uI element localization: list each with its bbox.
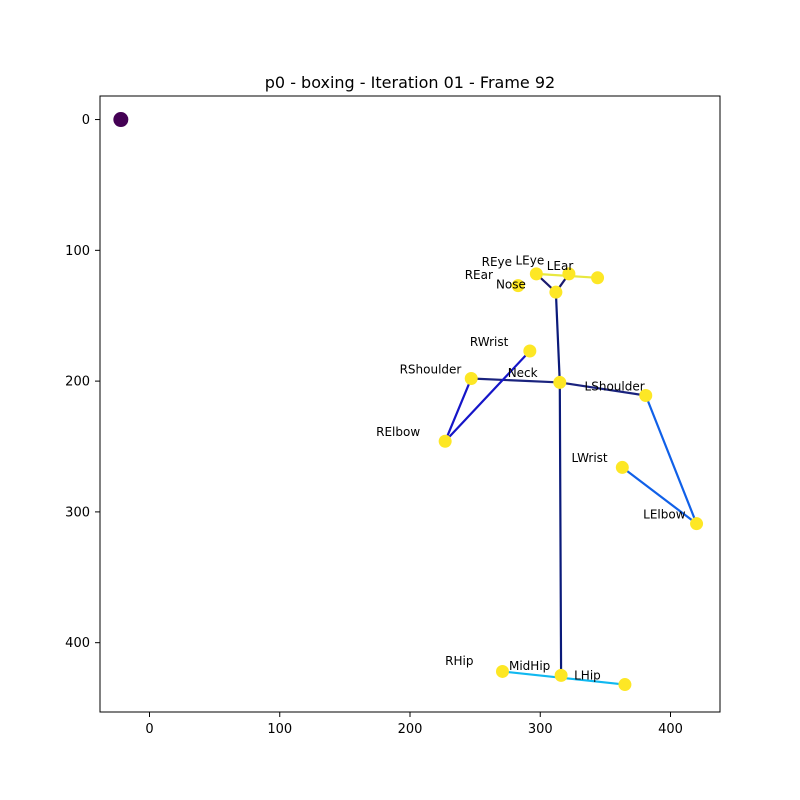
- bone-lelbow-lwrist: [621, 466, 698, 525]
- label-nose: Nose: [496, 277, 526, 291]
- bone-nose-neck: [554, 291, 561, 384]
- keypoint-lwrist: [615, 460, 629, 474]
- keypoint-rear: [511, 279, 525, 293]
- chart-title: p0 - boxing - Iteration 01 - Frame 92: [265, 73, 555, 92]
- y-tick-label: 200: [65, 375, 90, 390]
- label-leye: LEye: [516, 254, 545, 268]
- label-midhip: MidHip: [509, 659, 550, 673]
- x-tick-label: 0: [145, 722, 153, 737]
- keypoint-rhip: [495, 664, 509, 678]
- label-neck: Neck: [508, 366, 538, 380]
- x-tick-label: 400: [658, 722, 683, 737]
- keypoint-relbow: [438, 434, 452, 448]
- keypoint-neck: [553, 375, 567, 389]
- y-tick-label: 300: [65, 505, 90, 520]
- bone-rshoulder-neck: [470, 377, 561, 384]
- keypoint-lelbow: [690, 517, 704, 531]
- keypoint-lear: [591, 271, 605, 285]
- bone-lshoulder-lelbow: [644, 394, 698, 525]
- x-axis-ticks: 0 100 200 300 400: [145, 712, 683, 737]
- keypoint-leye: [529, 267, 543, 281]
- keypoint-lshoulder: [639, 388, 653, 402]
- keypoint-reye: [562, 267, 576, 281]
- label-lelbow: LElbow: [643, 507, 686, 521]
- label-rwrist: RWrist: [470, 335, 509, 349]
- y-axis-ticks: 0 100 200 300 400: [65, 113, 100, 651]
- label-lear: LEar: [547, 259, 574, 273]
- bone-relbow-rwrist: [444, 349, 531, 443]
- label-relbow: RElbow: [376, 425, 420, 439]
- label-lwrist: LWrist: [572, 451, 608, 465]
- y-tick-label: 100: [65, 244, 90, 259]
- label-lhip: LHip: [574, 668, 601, 682]
- label-rear: REar: [465, 268, 493, 282]
- reference-point: [113, 112, 129, 128]
- label-rshoulder: RShoulder: [400, 362, 462, 376]
- bone-neck-lshoulder: [558, 381, 647, 397]
- keypoint-nose: [549, 285, 563, 299]
- x-tick-label: 300: [528, 722, 553, 737]
- bone-neck-midhip: [558, 381, 563, 677]
- x-tick-label: 100: [267, 722, 292, 737]
- keypoint-rshoulder: [464, 371, 478, 385]
- x-tick-label: 200: [398, 722, 423, 737]
- keypoint-rwrist: [523, 344, 537, 358]
- label-lshoulder: LShoulder: [585, 379, 645, 393]
- keypoints: [113, 112, 704, 692]
- y-tick-label: 400: [65, 636, 90, 651]
- label-rhip: RHip: [445, 654, 473, 668]
- label-reye: REye: [482, 255, 512, 269]
- bone-rshoulder-relbow: [444, 377, 473, 443]
- y-tick-label: 0: [82, 113, 90, 128]
- keypoint-lhip: [618, 678, 632, 692]
- keypoint-midhip: [554, 668, 568, 682]
